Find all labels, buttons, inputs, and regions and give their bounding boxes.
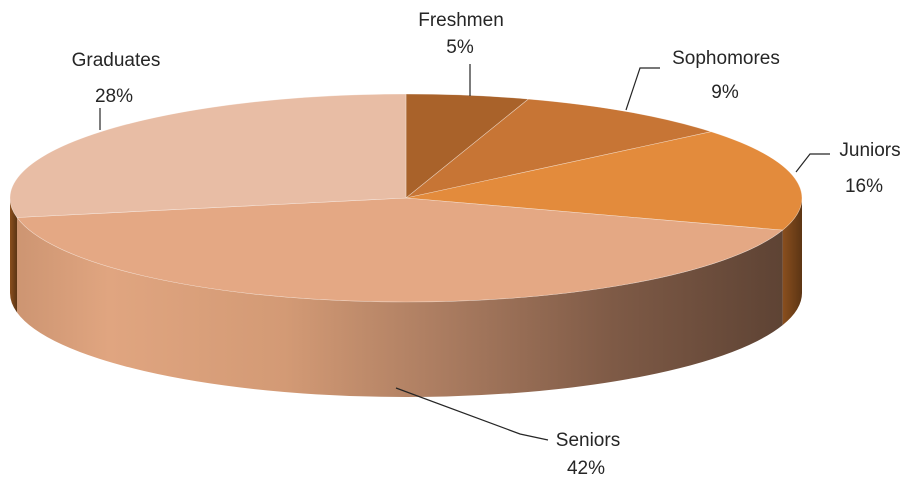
slice-juniors xyxy=(405,131,803,231)
slice-label-juniors: Juniors xyxy=(839,140,900,161)
leader-line-seniors xyxy=(395,387,549,441)
leader-line-juniors xyxy=(795,153,830,173)
slice-sophomores xyxy=(405,98,713,199)
leader-line-sophomores xyxy=(625,67,660,111)
pie-slices xyxy=(9,93,803,303)
slice-label-graduates: Graduates xyxy=(72,50,161,71)
leader-lines xyxy=(99,64,830,441)
slice-value-sophomores: 9% xyxy=(711,82,739,103)
slice-label-freshmen: Freshmen xyxy=(418,10,504,31)
slice-label-sophomores: Sophomores xyxy=(672,48,780,69)
data-labels: Freshmen 5% Sophomores 9% Juniors 16% Se… xyxy=(72,10,901,479)
slice-graduates xyxy=(9,93,407,218)
slice-seniors xyxy=(16,197,784,303)
slice-value-graduates: 28% xyxy=(95,86,133,107)
side-wall-seniors xyxy=(17,217,783,397)
side-wall-juniors xyxy=(782,198,802,326)
pie-side-walls xyxy=(10,198,802,397)
slice-label-seniors: Seniors xyxy=(556,430,620,451)
slice-value-seniors: 42% xyxy=(567,458,605,479)
slice-value-juniors: 16% xyxy=(845,176,883,197)
slice-value-freshmen: 5% xyxy=(446,37,474,58)
side-wall-graduates xyxy=(10,198,18,313)
